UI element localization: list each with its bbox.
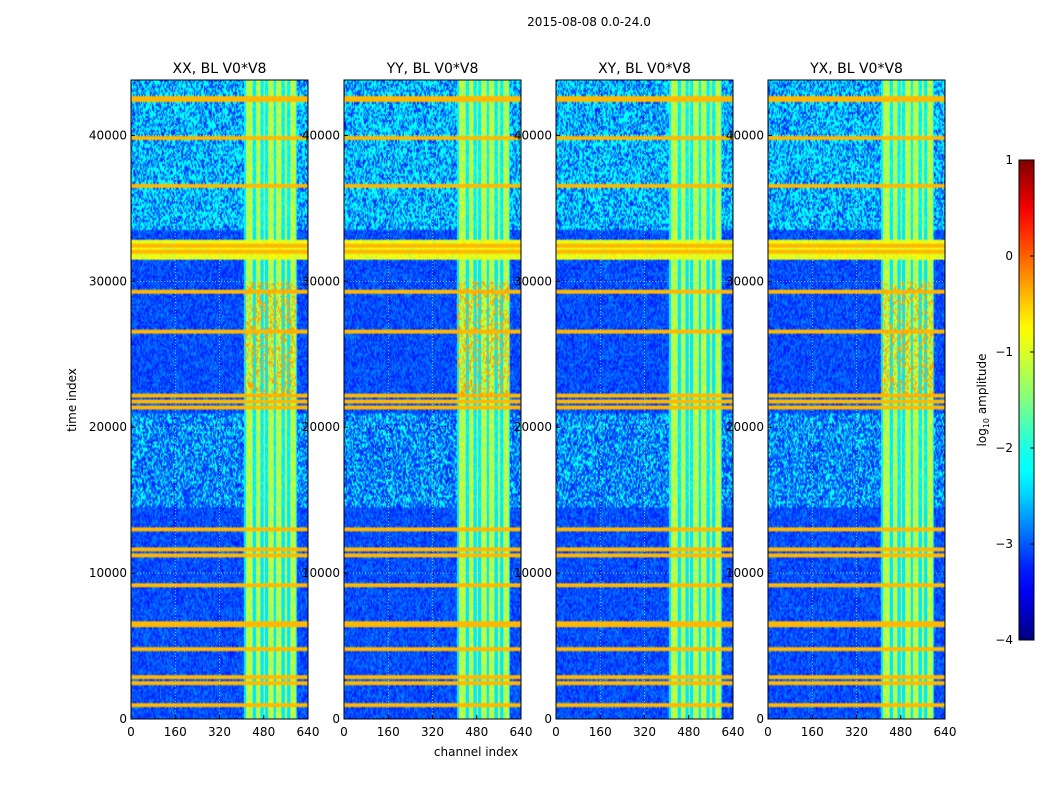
panel-xx: XX, BL V0*V8 0 160 320 480 640 0 10000 20000 3000…: [89, 61, 320, 739]
y-tick-label: 10000: [726, 566, 764, 580]
x-tick-label: 0: [127, 725, 135, 739]
x-tick-label: 320: [421, 725, 444, 739]
y-tick-label: 0: [544, 712, 552, 726]
panel-title: XX, BL V0*V8: [173, 61, 267, 77]
y-tick-label: 30000: [302, 274, 340, 288]
y-tick-label: 0: [756, 712, 764, 726]
colorbar-tick-label: −2: [995, 441, 1013, 455]
y-tick-label: 40000: [514, 128, 552, 142]
colorbar-tick-label: −4: [995, 633, 1013, 647]
colorbar-gradient: [1018, 159, 1035, 641]
colorbar-tick-label: −1: [995, 345, 1013, 359]
panel-yy: YY, BL V0*V8 0 160 320 480 640 0 10000 20000 3000…: [302, 61, 533, 739]
heatmap-image: [556, 80, 733, 719]
y-tick-label: 40000: [89, 128, 127, 142]
panel-title: YY, BL V0*V8: [386, 61, 479, 77]
y-tick-label: 20000: [89, 420, 127, 434]
colorbar-label: log10 amplitude: [975, 354, 991, 447]
figure-title: 2015-08-08 0.0-24.0: [527, 15, 651, 29]
y-tick-label: 40000: [726, 128, 764, 142]
colorbar-tick-label: 1: [1005, 153, 1013, 167]
x-tick-label: 640: [297, 725, 320, 739]
panel-yx: YX, BL V0*V8 0 160 320 480 640 0 10000 20000 3000…: [726, 61, 957, 739]
heatmap-image: [768, 80, 945, 719]
panels: XX, BL V0*V8 0 160 320 480 640 0 10000 20000 3000…: [89, 61, 957, 739]
colorbar-tick-label: 0: [1005, 249, 1013, 263]
x-tick-label: 640: [510, 725, 533, 739]
y-tick-label: 10000: [302, 566, 340, 580]
x-tick-label: 0: [340, 725, 348, 739]
y-axis-label: time index: [65, 368, 79, 432]
y-tick-label: 40000: [302, 128, 340, 142]
x-tick-label: 480: [465, 725, 488, 739]
heatmap-image: [344, 80, 521, 719]
x-tick-label: 640: [934, 725, 957, 739]
y-tick-label: 20000: [302, 420, 340, 434]
x-tick-label: 320: [633, 725, 656, 739]
y-tick-label: 30000: [726, 274, 764, 288]
y-tick-label: 30000: [514, 274, 552, 288]
x-tick-label: 640: [722, 725, 745, 739]
x-tick-label: 480: [677, 725, 700, 739]
y-tick-label: 30000: [89, 274, 127, 288]
panel-title: YX, BL V0*V8: [809, 61, 903, 77]
x-tick-label: 480: [889, 725, 912, 739]
x-tick-label: 160: [164, 725, 187, 739]
colorbar-tick-label: −3: [995, 537, 1013, 551]
y-tick-label: 10000: [89, 566, 127, 580]
y-tick-label: 10000: [514, 566, 552, 580]
colorbar: 1 0 −1 −2 −3 −4 log10 amplitude: [975, 153, 1035, 647]
x-tick-label: 480: [252, 725, 275, 739]
x-axis-label: channel index: [434, 745, 518, 759]
y-tick-label: 20000: [514, 420, 552, 434]
y-tick-label: 0: [119, 712, 127, 726]
y-tick-label: 20000: [726, 420, 764, 434]
x-tick-label: 160: [589, 725, 612, 739]
y-tick-label: 0: [332, 712, 340, 726]
x-tick-label: 160: [801, 725, 824, 739]
x-tick-label: 0: [552, 725, 560, 739]
x-tick-label: 320: [208, 725, 231, 739]
heatmap-image: [131, 80, 308, 719]
x-tick-label: 320: [845, 725, 868, 739]
panel-title: XY, BL V0*V8: [598, 61, 691, 77]
x-tick-label: 0: [764, 725, 772, 739]
panel-xy: XY, BL V0*V8 0 160 320 480 640 0 10000 20000 3000…: [514, 61, 745, 739]
x-tick-label: 160: [377, 725, 400, 739]
